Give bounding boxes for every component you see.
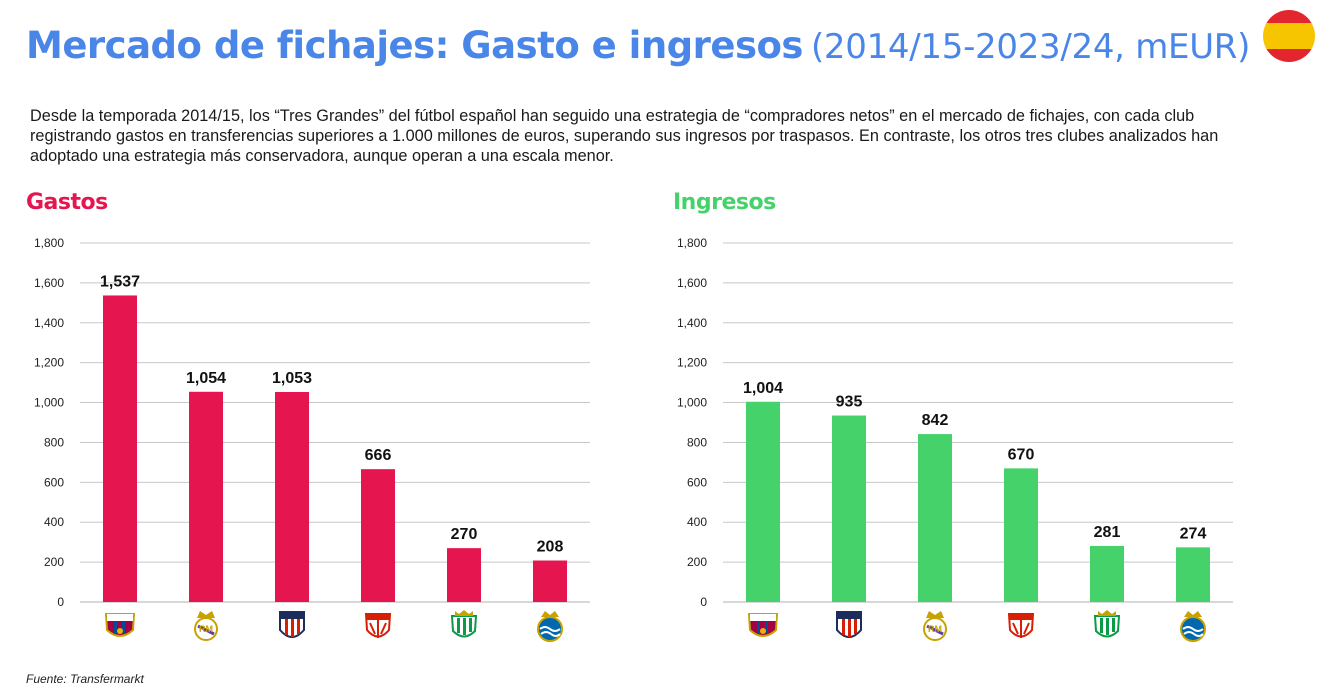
ingresos-bar-value-label: 281 xyxy=(1094,524,1121,541)
gastos-bar-value-label: 1,053 xyxy=(272,370,312,387)
ingresos-bar xyxy=(1004,468,1038,602)
gastos-chart-title: Gastos xyxy=(26,190,108,215)
gastos-y-tick-label: 1,000 xyxy=(34,396,64,410)
gastos-bar xyxy=(447,548,481,602)
gastos-y-tick-label: 800 xyxy=(44,435,64,449)
gastos-bar-value-label: 666 xyxy=(365,447,392,464)
ingresos-y-tick-label: 600 xyxy=(687,475,707,489)
gastos-bar xyxy=(189,391,223,602)
ingresos-bar-value-label: 670 xyxy=(1008,446,1035,463)
gastos-bar xyxy=(361,469,395,602)
gastos-y-tick-label: 200 xyxy=(44,555,64,569)
gastos-y-tick-label: 1,800 xyxy=(34,236,64,250)
fc-barcelona-crest-icon xyxy=(104,613,136,637)
spain-flag-icon xyxy=(1263,10,1315,62)
ingresos-bar-value-label: 935 xyxy=(836,394,863,411)
gastos-bar-chart: 0 200 400 600 800 1,000 1,200 1,400 1,600 1,800 1,… xyxy=(34,236,590,642)
ingresos-bar xyxy=(746,401,780,602)
gastos-y-tick-label: 400 xyxy=(44,515,64,529)
gastos-bar xyxy=(533,560,567,602)
intro-paragraph: Desde la temporada 2014/15, los “Tres Gr… xyxy=(30,107,1219,165)
gastos-y-tick-label: 1,600 xyxy=(34,276,64,290)
ingresos-y-tick-label: 1,400 xyxy=(677,316,707,330)
sevilla-crest-icon xyxy=(1007,613,1035,638)
gastos-bar xyxy=(275,391,309,602)
real-sociedad-crest-icon xyxy=(537,611,563,642)
gastos-y-tick-label: 1,400 xyxy=(34,316,64,330)
fc-barcelona-crest-icon xyxy=(747,613,779,637)
ingresos-chart-title: Ingresos xyxy=(673,190,776,215)
ingresos-y-tick-label: 1,600 xyxy=(677,276,707,290)
ingresos-bar xyxy=(918,434,952,602)
svg-text:RM: RM xyxy=(928,624,942,634)
atletico-madrid-crest-icon xyxy=(279,611,305,638)
ingresos-bar-value-label: 274 xyxy=(1180,525,1207,542)
gastos-bar xyxy=(103,295,137,602)
ingresos-bar xyxy=(1090,545,1124,602)
atletico-madrid-crest-icon xyxy=(836,611,862,638)
gastos-bar-value-label: 1,537 xyxy=(100,273,140,290)
real-betis-crest-icon xyxy=(1093,610,1121,638)
gastos-y-tick-label: 600 xyxy=(44,475,64,489)
gastos-bar-value-label: 270 xyxy=(451,526,478,543)
gastos-bar-value-label: 1,054 xyxy=(186,370,226,387)
ingresos-y-tick-label: 1,000 xyxy=(677,396,707,410)
real-sociedad-crest-icon xyxy=(1180,611,1206,642)
title-main: Mercado de fichajes: Gasto e ingresos xyxy=(26,24,803,67)
ingresos-bar-chart: 0 200 400 600 800 1,000 1,200 1,400 1,600 1,800 1,… xyxy=(677,236,1233,642)
real-madrid-crest-icon: RM xyxy=(923,611,947,641)
gastos-y-tick-label: 0 xyxy=(57,595,64,609)
ingresos-y-tick-label: 1,800 xyxy=(677,236,707,250)
real-madrid-crest-icon: RM xyxy=(194,611,218,641)
ingresos-bar xyxy=(1176,547,1210,602)
gastos-bar-value-label: 208 xyxy=(537,539,564,556)
svg-text:RM: RM xyxy=(199,624,213,634)
ingresos-y-tick-label: 1,200 xyxy=(677,356,707,370)
ingresos-y-tick-label: 800 xyxy=(687,435,707,449)
real-betis-crest-icon xyxy=(450,610,478,638)
ingresos-y-tick-label: 0 xyxy=(700,595,707,609)
page-title: Mercado de fichajes: Gasto e ingresos (20… xyxy=(26,24,1250,67)
title-subtitle: (2014/15-2023/24, mEUR) xyxy=(810,27,1251,67)
ingresos-y-tick-label: 200 xyxy=(687,555,707,569)
ingresos-bar xyxy=(832,415,866,602)
sevilla-crest-icon xyxy=(364,613,392,638)
ingresos-y-tick-label: 400 xyxy=(687,515,707,529)
source-note: Fuente: Transfermarkt xyxy=(26,672,144,686)
ingresos-bar-value-label: 842 xyxy=(922,412,949,429)
gastos-y-tick-label: 1,200 xyxy=(34,356,64,370)
ingresos-bar-value-label: 1,004 xyxy=(743,380,783,397)
